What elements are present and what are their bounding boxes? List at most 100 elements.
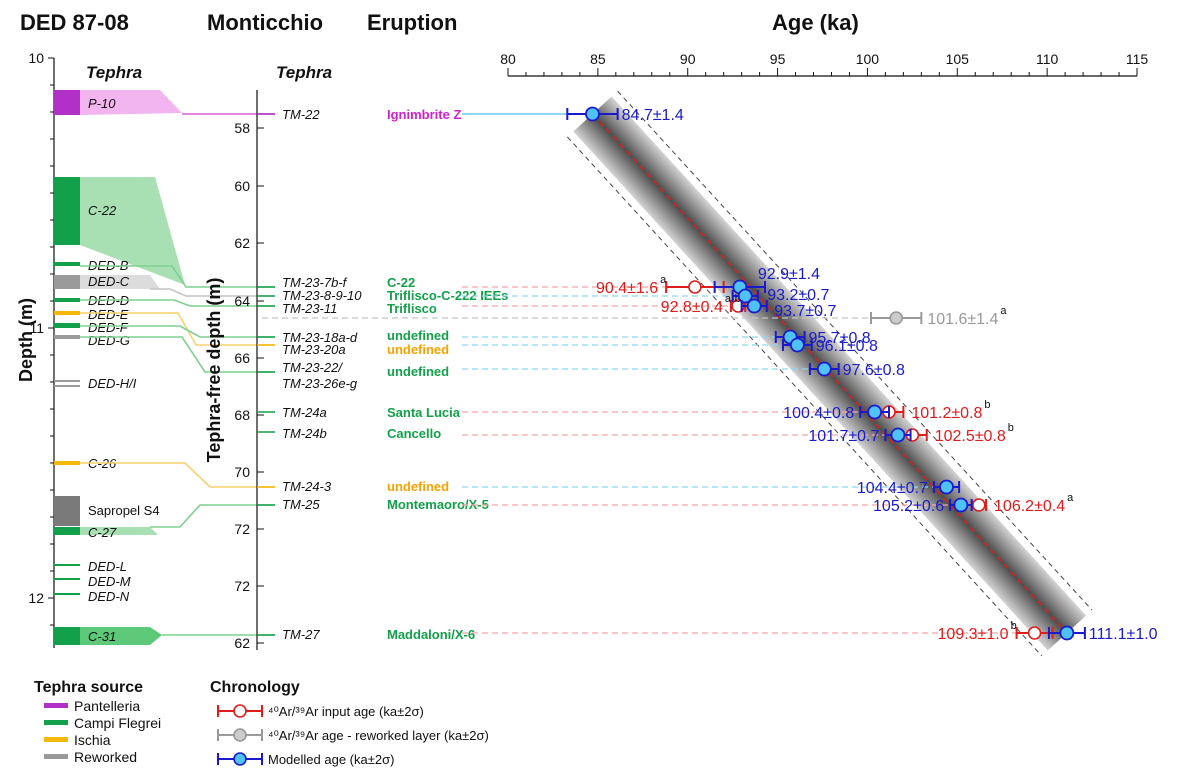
input-age-superscript: b [1011, 620, 1017, 632]
eruption-label: undefined [387, 364, 449, 379]
unit-c22-band [80, 177, 185, 285]
tf-tick-label: 58 [234, 120, 250, 136]
sapropel-s4 [54, 496, 80, 526]
tm-label: TM-23-20a [282, 342, 346, 357]
modelled-age-label: 84.7±1.4 [622, 107, 684, 124]
unit-label: DED-G [88, 333, 130, 348]
tm-label: TM-23-8-9-10 [282, 288, 362, 303]
depth-tick-label: 12 [28, 590, 44, 606]
legend-swatch [44, 754, 68, 759]
unit-dedg [54, 335, 80, 339]
tm-label: TM-23-11 [282, 301, 337, 316]
tm-label: TM-22 [282, 107, 320, 122]
unit-c27-band [80, 527, 158, 535]
legend-source-label: Pantelleria [74, 698, 140, 714]
tm-label: TM-24a [282, 405, 327, 420]
unit-dedc-band [80, 275, 160, 289]
unit-c22-block [54, 177, 80, 245]
input-age-label: 90.4±1.6 [596, 280, 658, 297]
eruption-labels: Ignimbrite Z C-22 Triflisco-C-222 IEEs T… [387, 107, 508, 642]
modelled-age-label: 104.4±0.7 [857, 480, 928, 497]
tm-label: TM-23-18a-d [282, 330, 358, 345]
modelled-age-point [890, 427, 906, 443]
header-eruption: Eruption [367, 10, 457, 35]
unit-dedc [54, 275, 80, 289]
unit-c31-band [80, 627, 162, 645]
age-tick-label: 85 [590, 51, 606, 67]
legend-modelled-symbol [217, 752, 263, 766]
unit-label: Sapropel S4 [88, 503, 160, 518]
legend-chronology-label: ⁴⁰Ar/³⁹Ar input age (ka±2σ) [268, 704, 424, 719]
unit-p10-block [54, 90, 80, 115]
unit-dedb [54, 262, 80, 266]
unit-c27-block [54, 527, 80, 535]
age-tick-label: 105 [946, 51, 970, 67]
unit-label: DED-N [88, 589, 130, 604]
modelled-age-label: 100.4±0.8 [783, 405, 854, 422]
modelled-age-point [585, 106, 600, 122]
envelope-outer-dashed [617, 90, 1093, 611]
reworked-age-point [889, 311, 903, 325]
input-age-superscript: b [984, 399, 990, 411]
input-age-label: 92.8±0.4 [661, 299, 723, 316]
legend-source: Tephra source Pantelleria Campi Flegrei … [34, 679, 161, 765]
legend-chronology-label: ⁴⁰Ar/³⁹Ar age - reworked layer (ka±2σ) [268, 728, 489, 743]
unit-dedf [54, 323, 80, 328]
age-tick-label: 100 [856, 51, 880, 67]
input-age-superscript: a [1067, 492, 1074, 504]
modelled-age-label: 101.7±0.7 [808, 428, 879, 445]
input-age-label: 106.2±0.4 [994, 498, 1065, 515]
modelled-age-point [953, 497, 969, 513]
unit-dedm [54, 578, 80, 580]
eruption-label: Cancello [387, 426, 441, 441]
modelled-age-label: 96.1±0.8 [816, 338, 878, 355]
unit-label: C-27 [88, 525, 117, 540]
unit-dedh [54, 380, 80, 382]
legend-swatch [44, 737, 68, 742]
tm-label: TM-23-26e-g [282, 376, 358, 391]
tf-tick-label: 68 [234, 407, 250, 423]
monticchio-column: 58 60 62 64 66 68 70 72 72 62 Tephra-fre… [204, 90, 362, 651]
tm-label: TM-24-3 [282, 479, 332, 494]
depth-tick-label: 11 [29, 320, 44, 336]
modelled-age-point [816, 361, 832, 377]
modelled-age-point [789, 337, 805, 353]
eruption-label: Triflisco-C-222 IEEs [387, 288, 508, 303]
eruption-label: Montemaoro/X-5 [387, 497, 489, 512]
unit-dedn [54, 593, 80, 595]
core-column: 10 11 12 Depth (m) P-10 C-22 DED-B DED-C… [16, 50, 185, 648]
modelled-age-point [746, 298, 762, 314]
header-core: DED 87-08 [20, 10, 129, 35]
modelled-age-label: 111.1±1.0 [1089, 626, 1158, 643]
unit-label: DED-M [88, 574, 131, 589]
tm-label: TM-23-22/ [282, 360, 343, 375]
legend-source-label: Ischia [74, 732, 111, 748]
legend-swatch [44, 703, 68, 708]
legend-chronology-title: Chronology [210, 679, 300, 696]
tephra-left-title: Tephra [86, 63, 142, 82]
unit-label: DED-E [88, 307, 129, 322]
legend-chronology: Chronology ⁴⁰Ar/³⁹Ar input age (ka±2σ) ⁴… [210, 679, 489, 767]
correlation-lines [80, 113, 275, 636]
tm-label: TM-27 [282, 627, 320, 642]
legend-swatch [44, 720, 68, 725]
tm-label: TM-24b [282, 426, 327, 441]
unit-label: DED-F [88, 320, 129, 335]
modelled-age-label: 97.6±0.8 [843, 362, 905, 379]
unit-label: P-10 [88, 96, 116, 111]
legend-source-label: Campi Flegrei [74, 715, 161, 731]
age-tick-label: 80 [500, 51, 516, 67]
modelled-age-label: 105.2±0.6 [873, 498, 944, 515]
reworked-age-superscript: a [1000, 305, 1007, 317]
input-age-label: 102.5±0.8 [935, 428, 1006, 445]
eruption-label: C-22 [387, 275, 415, 290]
age-tick-label: 110 [1036, 51, 1059, 67]
unit-c31-block [54, 627, 80, 645]
depth-axis-label: Depth (m) [16, 298, 36, 382]
age-plot: 90.4±1.6a92.8±0.4a-b101.2±0.8b102.5±0.8b… [262, 90, 1158, 657]
unit-dedl [54, 564, 80, 566]
unit-dede [54, 311, 80, 315]
unit-c26 [54, 461, 80, 465]
unit-label: DED-C [88, 274, 130, 289]
